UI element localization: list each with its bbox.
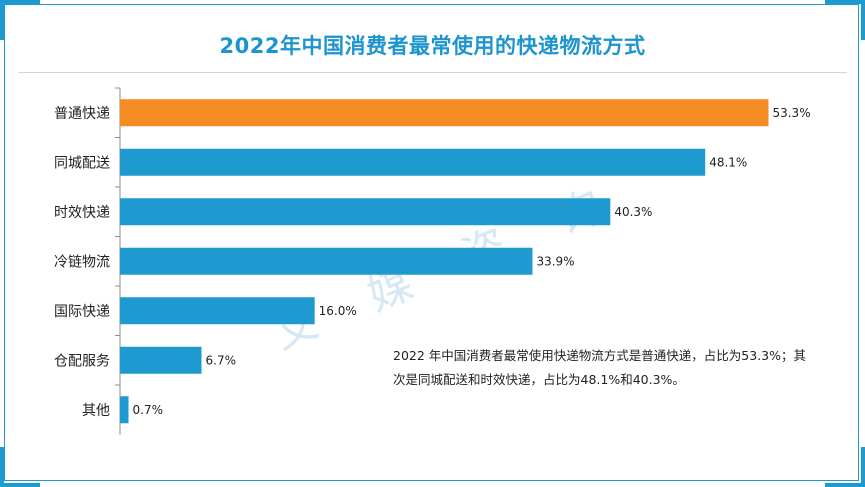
value-label: 40.3% [614, 205, 652, 219]
chart-annotation: 2022 年中国消费者最常使用快递物流方式是普通快递，占比为53.3%；其次是同… [393, 348, 806, 387]
category-label: 国际快递 [54, 304, 110, 320]
bar-7 [120, 396, 129, 424]
value-label: 33.9% [536, 254, 574, 268]
bar-5 [120, 297, 315, 325]
bar-2 [120, 148, 706, 176]
value-label: 6.7% [206, 353, 237, 367]
value-label: 16.0% [319, 304, 357, 318]
value-label: 53.3% [772, 106, 810, 120]
chart-frame [4, 4, 859, 481]
corner-accent-top-left [0, 0, 4, 40]
corner-accent-bottom-left [0, 447, 4, 487]
corner-accent-top-right [861, 0, 865, 40]
category-label: 时效快递 [54, 205, 110, 221]
category-label: 冷链物流 [54, 254, 110, 270]
category-label: 其他 [82, 403, 110, 419]
corner-accent-bottom-right [861, 447, 865, 487]
category-label: 普通快递 [54, 106, 110, 122]
corner-accent-bottom-left-h [0, 483, 40, 487]
bar-3 [120, 198, 611, 226]
value-label: 48.1% [709, 155, 747, 169]
category-label: 同城配送 [54, 155, 110, 171]
title-divider [18, 72, 847, 73]
corner-accent-top-right-h [825, 0, 865, 4]
chart-title: 2022年中国消费者最常使用的快递物流方式 [219, 34, 646, 58]
value-label: 0.7% [133, 403, 164, 417]
bar-4 [120, 247, 533, 275]
corner-accent-bottom-right-h [825, 483, 865, 487]
category-label: 仓配服务 [54, 353, 110, 369]
bar-1 [120, 99, 769, 127]
bar-6 [120, 346, 202, 374]
corner-accent-top-left-h [0, 0, 40, 4]
